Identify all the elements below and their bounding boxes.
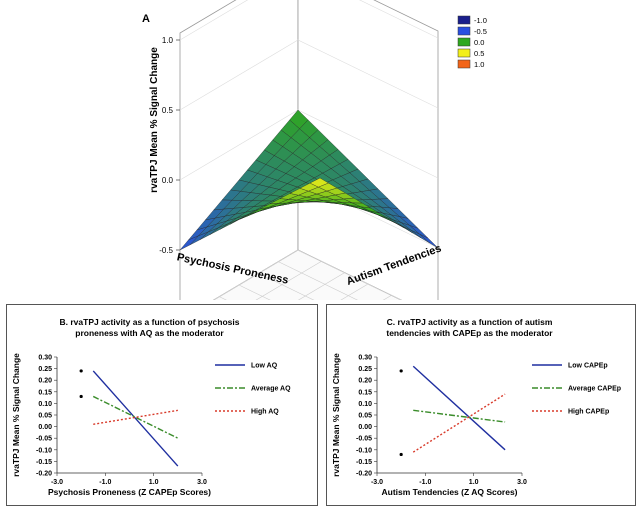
y-tick-label: -0.10 [36,447,52,454]
floor-grid-line [340,283,369,300]
x-tick-label: 3.0 [517,479,527,486]
legend-label: 1.0 [474,60,484,69]
y-tick-label: -0.20 [356,471,372,478]
legend-label: 0.0 [474,38,484,47]
line-chart-autism-panel: C. rvaTPJ activity as a function of auti… [326,304,636,506]
y-axis-title: rvaTPJ Mean % Signal Change [11,353,21,477]
z-tick-label: 0.5 [162,106,174,115]
legend-label: Low AQ [251,363,278,370]
x-tick-label: 1.0 [149,479,159,486]
legend-label: -1.0 [474,16,487,25]
legend-label: Average AQ [251,386,291,393]
y-tick-label: 0.20 [358,378,372,385]
y-tick-label: 0.25 [38,366,52,373]
legend-swatch [457,37,471,47]
legend-label: Average CAPEp [568,386,621,393]
line-chart-psychosis-panel: B. rvaTPJ activity as a function of psyc… [6,304,318,506]
legend-swatch [457,59,471,69]
floor-grid-line [298,272,345,300]
z-tick-label: -0.5 [159,246,173,255]
y-tick-label: 0.25 [358,366,372,373]
y-tick-label: -0.05 [36,436,52,443]
x-tick-label: -1.0 [99,479,111,486]
series-line [412,365,506,451]
x-axis-title: Autism Tendencies (Z AQ Scores) [381,487,517,497]
z-axis-title: rvaTPJ Mean % Signal Change [149,47,160,193]
y-tick-label: 0.15 [38,389,52,396]
y-tick-label: 0.10 [358,401,372,408]
x-tick-label: 1.0 [469,479,479,486]
series-line [93,409,178,425]
chart-title: B. rvaTPJ activity as a function of psyc… [60,317,240,327]
wall-grid-line [179,39,439,111]
y-tick-label: -0.05 [356,436,372,443]
y-tick-label: -0.20 [36,471,52,478]
y-tick-label: 0.10 [38,401,52,408]
chart-title: tendencies with CAPEp as the moderator [386,328,553,338]
series-line [412,393,506,453]
data-marker [399,452,403,457]
floor-grid-line [258,273,315,300]
y-tick-label: 0.20 [38,378,52,385]
legend-swatch [457,48,471,58]
legend-swatch [457,15,471,25]
surface-facet [309,177,329,188]
y-axis-title: rvaTPJ Mean % Signal Change [331,353,341,477]
legend-label: High AQ [251,409,279,416]
wall-grid-line [213,249,402,300]
legend-label: 0.5 [474,49,484,58]
chart-title: proneness with AQ as the moderator [75,328,224,338]
series-line [92,370,179,467]
legend-label: -0.5 [474,27,487,36]
chart-title: C. rvaTPJ activity as a function of auti… [387,317,553,327]
y-tick-label: 0.05 [38,413,52,420]
y-tick-label: 0.05 [358,413,372,420]
data-marker [79,394,83,399]
x-tick-label: 3.0 [197,479,207,486]
data-marker [79,369,83,373]
legend-label: Low CAPEp [568,363,608,370]
y-tick-label: 0.00 [358,424,372,431]
panel-label: A [142,13,150,25]
z-tick-label: 0.0 [162,176,174,185]
data-marker [399,369,403,373]
y-tick-label: -0.15 [356,459,372,466]
y-tick-label: -0.15 [36,459,52,466]
y-tick-label: -0.10 [356,447,372,454]
z-tick-label: 1.0 [162,36,174,45]
x-tick-label: -3.0 [51,479,63,486]
x-tick-label: -3.0 [371,479,383,486]
y-tick-label: 0.00 [38,424,52,431]
legend-swatch [457,26,471,36]
wall-grid-line [179,0,439,41]
series-line [413,409,506,423]
y-tick-label: 0.30 [38,355,52,362]
y-tick-label: 0.15 [358,389,372,396]
x-axis-title: Psychosis Proneness (Z CAPEp Scores) [48,487,211,497]
x-tick-label: -1.0 [419,479,431,486]
y-tick-label: 0.30 [358,355,372,362]
legend-label: High CAPEp [568,409,609,416]
floor-grid-line [238,284,271,300]
series-line [92,395,179,439]
